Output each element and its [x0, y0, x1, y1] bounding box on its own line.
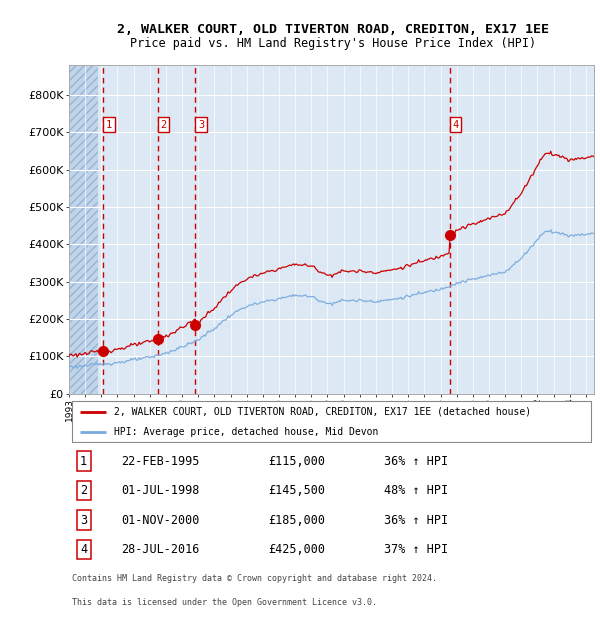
Text: 2: 2 [80, 484, 87, 497]
Text: £185,000: £185,000 [269, 513, 325, 526]
Text: £115,000: £115,000 [269, 454, 325, 467]
Bar [69, 65, 98, 394]
Text: £145,500: £145,500 [269, 484, 325, 497]
Text: 2, WALKER COURT, OLD TIVERTON ROAD, CREDITON, EX17 1EE: 2, WALKER COURT, OLD TIVERTON ROAD, CRED… [117, 24, 549, 36]
Text: 28-JUL-2016: 28-JUL-2016 [121, 543, 200, 556]
Text: 37% ↑ HPI: 37% ↑ HPI [384, 543, 448, 556]
Text: 48% ↑ HPI: 48% ↑ HPI [384, 484, 448, 497]
Text: HPI: Average price, detached house, Mid Devon: HPI: Average price, detached house, Mid … [113, 427, 378, 436]
FancyBboxPatch shape [71, 401, 592, 442]
Text: 01-JUL-1998: 01-JUL-1998 [121, 484, 200, 497]
Text: Price paid vs. HM Land Registry's House Price Index (HPI): Price paid vs. HM Land Registry's House … [130, 37, 536, 50]
Text: 3: 3 [80, 513, 87, 526]
Text: 36% ↑ HPI: 36% ↑ HPI [384, 513, 448, 526]
Text: 2, WALKER COURT, OLD TIVERTON ROAD, CREDITON, EX17 1EE (detached house): 2, WALKER COURT, OLD TIVERTON ROAD, CRED… [113, 407, 531, 417]
Text: 3: 3 [198, 120, 204, 130]
Text: Contains HM Land Registry data © Crown copyright and database right 2024.: Contains HM Land Registry data © Crown c… [71, 574, 437, 583]
Text: 1: 1 [106, 120, 112, 130]
Text: 4: 4 [80, 543, 87, 556]
Text: 1: 1 [80, 454, 87, 467]
Text: This data is licensed under the Open Government Licence v3.0.: This data is licensed under the Open Gov… [71, 598, 377, 606]
Text: 36% ↑ HPI: 36% ↑ HPI [384, 454, 448, 467]
Text: 22-FEB-1995: 22-FEB-1995 [121, 454, 200, 467]
Text: 01-NOV-2000: 01-NOV-2000 [121, 513, 200, 526]
Text: 4: 4 [452, 120, 458, 130]
Text: £425,000: £425,000 [269, 543, 325, 556]
Text: 2: 2 [160, 120, 167, 130]
